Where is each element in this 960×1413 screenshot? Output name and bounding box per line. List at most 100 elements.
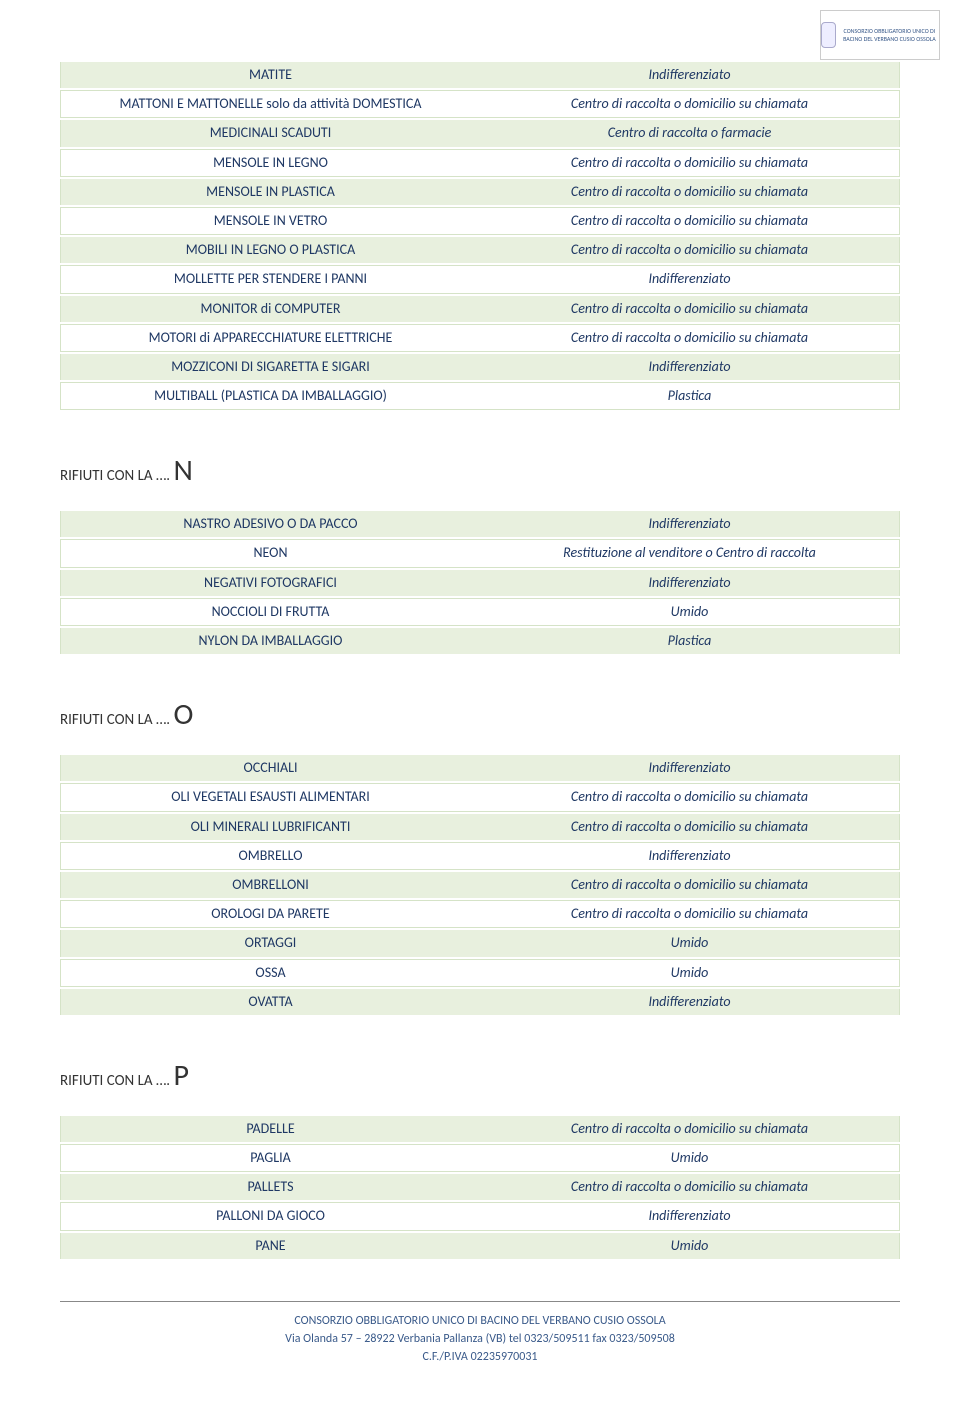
disposal-cell: Centro di raccolta o farmacie bbox=[480, 120, 900, 146]
disposal-cell: Indifferenziato bbox=[480, 354, 900, 380]
table-row: MULTIBALL (PLASTICA DA IMBALLAGGIO)Plast… bbox=[60, 382, 900, 410]
disposal-cell: Centro di raccolta o domicilio su chiama… bbox=[480, 324, 900, 352]
heading-p-letter: P bbox=[173, 1057, 189, 1094]
footer-line2: Via Olanda 57 – 28922 Verbania Pallanza … bbox=[60, 1330, 900, 1348]
item-cell: OSSA bbox=[60, 959, 480, 987]
disposal-cell: Centro di raccolta o domicilio su chiama… bbox=[480, 179, 900, 205]
table-n: NASTRO ADESIVO O DA PACCOIndifferenziato… bbox=[60, 509, 900, 656]
table-row: PANEUmido bbox=[60, 1233, 900, 1259]
footer-line3: C.F./P.IVA 02235970031 bbox=[60, 1348, 900, 1366]
footer-divider bbox=[60, 1301, 900, 1302]
item-cell: NASTRO ADESIVO O DA PACCO bbox=[60, 511, 480, 537]
table-row: OLI VEGETALI ESAUSTI ALIMENTARICentro di… bbox=[60, 783, 900, 811]
disposal-cell: Centro di raccolta o domicilio su chiama… bbox=[480, 1116, 900, 1142]
item-cell: MENSOLE IN VETRO bbox=[60, 207, 480, 235]
heading-n-letter: N bbox=[173, 452, 192, 489]
table-row: NOCCIOLI DI FRUTTAUmido bbox=[60, 598, 900, 626]
disposal-cell: Umido bbox=[480, 598, 900, 626]
item-cell: MONITOR di COMPUTER bbox=[60, 296, 480, 322]
disposal-cell: Indifferenziato bbox=[480, 570, 900, 596]
disposal-cell: Indifferenziato bbox=[480, 511, 900, 537]
item-cell: PAGLIA bbox=[60, 1144, 480, 1172]
table-row: PALLETSCentro di raccolta o domicilio su… bbox=[60, 1174, 900, 1200]
item-cell: OMBRELLO bbox=[60, 842, 480, 870]
logo-icon bbox=[821, 22, 836, 48]
disposal-cell: Centro di raccolta o domicilio su chiama… bbox=[480, 237, 900, 263]
disposal-cell: Indifferenziato bbox=[480, 265, 900, 293]
item-cell: OLI MINERALI LUBRIFICANTI bbox=[60, 814, 480, 840]
heading-o-prefix: RIFIUTI CON LA …. bbox=[60, 711, 173, 729]
item-cell: OROLOGI DA PARETE bbox=[60, 900, 480, 928]
table-row: NASTRO ADESIVO O DA PACCOIndifferenziato bbox=[60, 511, 900, 537]
item-cell: MOLLETTE PER STENDERE I PANNI bbox=[60, 265, 480, 293]
item-cell: OVATTA bbox=[60, 989, 480, 1015]
item-cell: MOBILI IN LEGNO O PLASTICA bbox=[60, 237, 480, 263]
table-row: NYLON DA IMBALLAGGIOPlastica bbox=[60, 628, 900, 654]
item-cell: PALLONI DA GIOCO bbox=[60, 1202, 480, 1230]
table-row: OVATTAIndifferenziato bbox=[60, 989, 900, 1015]
footer: CONSORZIO OBBLIGATORIO UNICO DI BACINO D… bbox=[60, 1312, 900, 1366]
item-cell: ORTAGGI bbox=[60, 930, 480, 956]
table-row: MENSOLE IN VETROCentro di raccolta o dom… bbox=[60, 207, 900, 235]
table-row: NEONRestituzione al venditore o Centro d… bbox=[60, 539, 900, 567]
table-row: PALLONI DA GIOCOIndifferenziato bbox=[60, 1202, 900, 1230]
table-row: MONITOR di COMPUTERCentro di raccolta o … bbox=[60, 296, 900, 322]
heading-o-letter: O bbox=[173, 696, 193, 733]
disposal-cell: Restituzione al venditore o Centro di ra… bbox=[480, 539, 900, 567]
table-row: OMBRELLONICentro di raccolta o domicilio… bbox=[60, 872, 900, 898]
item-cell: OLI VEGETALI ESAUSTI ALIMENTARI bbox=[60, 783, 480, 811]
table-row: MENSOLE IN PLASTICACentro di raccolta o … bbox=[60, 179, 900, 205]
table-row: MENSOLE IN LEGNOCentro di raccolta o dom… bbox=[60, 149, 900, 177]
item-cell: PALLETS bbox=[60, 1174, 480, 1200]
item-cell: NEGATIVI FOTOGRAFICI bbox=[60, 570, 480, 596]
disposal-cell: Centro di raccolta o domicilio su chiama… bbox=[480, 149, 900, 177]
heading-n-prefix: RIFIUTI CON LA …. bbox=[60, 467, 173, 485]
item-cell: MOTORI di APPARECCHIATURE ELETTRICHE bbox=[60, 324, 480, 352]
item-cell: MATITE bbox=[60, 62, 480, 88]
footer-line1: CONSORZIO OBBLIGATORIO UNICO DI BACINO D… bbox=[60, 1312, 900, 1330]
table-row: MATITEIndifferenziato bbox=[60, 62, 900, 88]
heading-p-prefix: RIFIUTI CON LA …. bbox=[60, 1072, 173, 1090]
disposal-cell: Umido bbox=[480, 959, 900, 987]
table-row: MOLLETTE PER STENDERE I PANNIIndifferenz… bbox=[60, 265, 900, 293]
disposal-cell: Centro di raccolta o domicilio su chiama… bbox=[480, 296, 900, 322]
disposal-cell: Indifferenziato bbox=[480, 842, 900, 870]
disposal-cell: Centro di raccolta o domicilio su chiama… bbox=[480, 814, 900, 840]
disposal-cell: Centro di raccolta o domicilio su chiama… bbox=[480, 207, 900, 235]
table-row: OCCHIALIIndifferenziato bbox=[60, 755, 900, 781]
table-row: PADELLECentro di raccolta o domicilio su… bbox=[60, 1116, 900, 1142]
disposal-cell: Umido bbox=[480, 1144, 900, 1172]
table-row: MOBILI IN LEGNO O PLASTICACentro di racc… bbox=[60, 237, 900, 263]
heading-o: RIFIUTI CON LA …. O bbox=[60, 696, 900, 733]
item-cell: MENSOLE IN PLASTICA bbox=[60, 179, 480, 205]
header-logo: CONSORZIO OBBLIGATORIO UNICO DI BACINO D… bbox=[820, 10, 940, 60]
item-cell: MULTIBALL (PLASTICA DA IMBALLAGGIO) bbox=[60, 382, 480, 410]
table-row: NEGATIVI FOTOGRAFICIIndifferenziato bbox=[60, 570, 900, 596]
item-cell: PANE bbox=[60, 1233, 480, 1259]
table-row: MOZZICONI DI SIGARETTA E SIGARIIndiffere… bbox=[60, 354, 900, 380]
table-row: PAGLIAUmido bbox=[60, 1144, 900, 1172]
table-row: OROLOGI DA PARETECentro di raccolta o do… bbox=[60, 900, 900, 928]
item-cell: OCCHIALI bbox=[60, 755, 480, 781]
disposal-cell: Centro di raccolta o domicilio su chiama… bbox=[480, 783, 900, 811]
disposal-cell: Centro di raccolta o domicilio su chiama… bbox=[480, 872, 900, 898]
disposal-cell: Umido bbox=[480, 1233, 900, 1259]
disposal-cell: Indifferenziato bbox=[480, 989, 900, 1015]
item-cell: NOCCIOLI DI FRUTTA bbox=[60, 598, 480, 626]
logo-text: CONSORZIO OBBLIGATORIO UNICO DI BACINO D… bbox=[840, 27, 939, 43]
table-row: ORTAGGIUmido bbox=[60, 930, 900, 956]
disposal-cell: Indifferenziato bbox=[480, 62, 900, 88]
top-spacer bbox=[60, 20, 900, 60]
heading-p: RIFIUTI CON LA …. P bbox=[60, 1057, 900, 1094]
table-m: MATITEIndifferenziatoMATTONI E MATTONELL… bbox=[60, 60, 900, 412]
heading-n: RIFIUTI CON LA …. N bbox=[60, 452, 900, 489]
item-cell: PADELLE bbox=[60, 1116, 480, 1142]
table-o: OCCHIALIIndifferenziatoOLI VEGETALI ESAU… bbox=[60, 753, 900, 1017]
item-cell: MOZZICONI DI SIGARETTA E SIGARI bbox=[60, 354, 480, 380]
disposal-cell: Plastica bbox=[480, 382, 900, 410]
item-cell: MEDICINALI SCADUTI bbox=[60, 120, 480, 146]
disposal-cell: Centro di raccolta o domicilio su chiama… bbox=[480, 1174, 900, 1200]
item-cell: NYLON DA IMBALLAGGIO bbox=[60, 628, 480, 654]
disposal-cell: Indifferenziato bbox=[480, 755, 900, 781]
table-row: OMBRELLOIndifferenziato bbox=[60, 842, 900, 870]
